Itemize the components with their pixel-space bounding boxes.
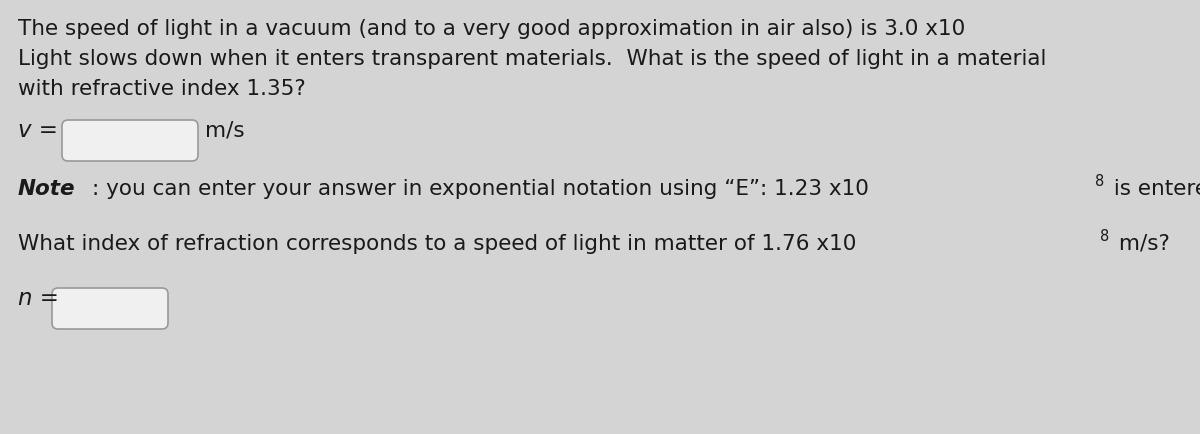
Text: Light slows down when it enters transparent materials.  What is the speed of lig: Light slows down when it enters transpar…: [18, 49, 1046, 69]
Text: m/s?: m/s?: [1111, 233, 1170, 253]
FancyBboxPatch shape: [52, 288, 168, 329]
Text: is entered as 1.23E8.: is entered as 1.23E8.: [1106, 178, 1200, 198]
Text: 8: 8: [1094, 174, 1104, 189]
Text: with refractive index 1.35?: with refractive index 1.35?: [18, 79, 306, 99]
Text: : you can enter your answer in exponential notation using “E”: 1.23 x10: : you can enter your answer in exponenti…: [92, 178, 869, 198]
Text: What index of refraction corresponds to a speed of light in matter of 1.76 x10: What index of refraction corresponds to …: [18, 233, 857, 253]
Text: The speed of light in a vacuum (and to a very good approximation in air also) is: The speed of light in a vacuum (and to a…: [18, 19, 965, 39]
Text: v =: v =: [18, 119, 58, 141]
Text: 8: 8: [1099, 229, 1109, 244]
FancyBboxPatch shape: [62, 121, 198, 161]
Text: n =: n =: [18, 286, 59, 309]
Text: m/s: m/s: [205, 121, 245, 141]
Text: Note: Note: [18, 178, 76, 198]
